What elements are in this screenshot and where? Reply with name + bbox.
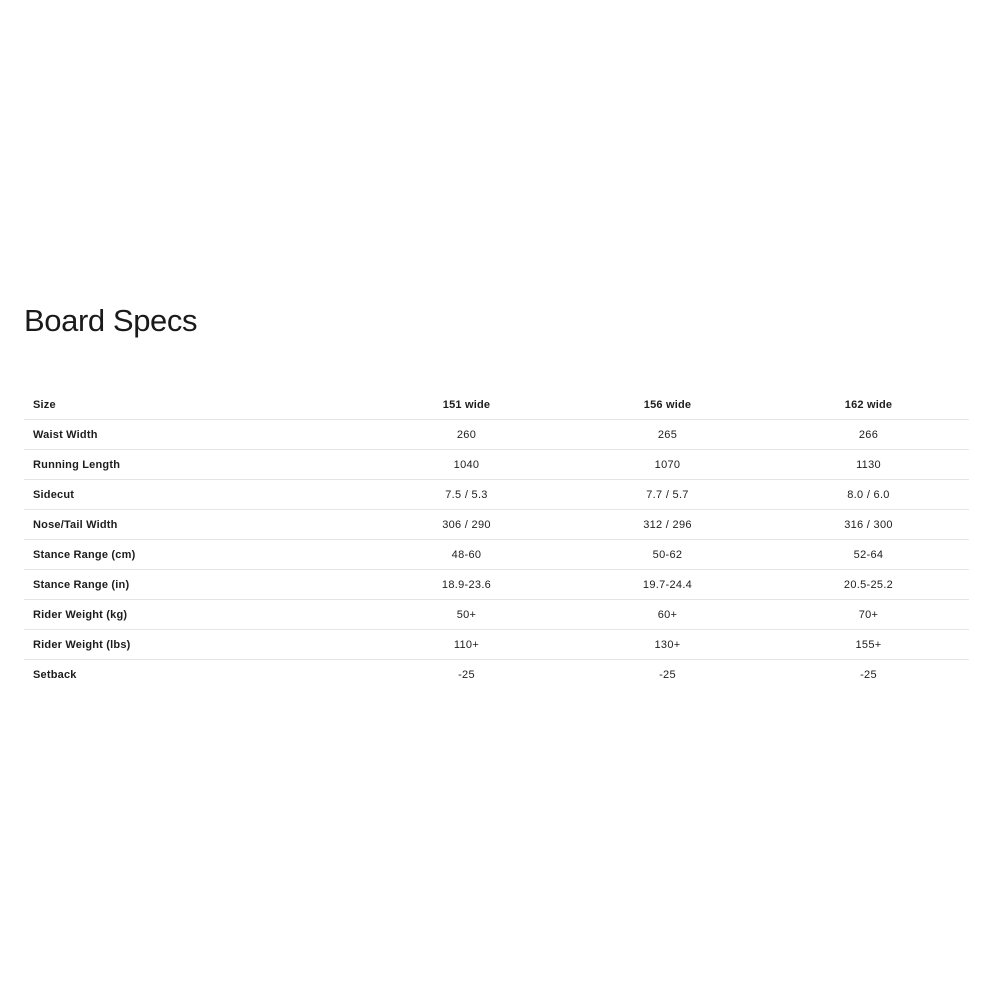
row-label: Waist Width bbox=[33, 428, 98, 441]
cell-value: 130+ bbox=[654, 638, 681, 651]
table-row-rider-weight-lbs: Rider Weight (lbs) 110+ 130+ 155+ bbox=[24, 630, 969, 660]
table-row-setback: Setback -25 -25 -25 bbox=[24, 660, 969, 690]
row-label: Rider Weight (lbs) bbox=[33, 638, 131, 651]
table-row-nose-tail-width: Nose/Tail Width 306 / 290 312 / 296 316 … bbox=[24, 510, 969, 540]
cell-value: -25 bbox=[458, 669, 475, 681]
cell-value: 1040 bbox=[453, 458, 480, 471]
table-row-rider-weight-kg: Rider Weight (kg) 50+ 60+ 70+ bbox=[24, 600, 969, 630]
row-label: Rider Weight (kg) bbox=[33, 608, 128, 621]
cell-value: 155+ bbox=[855, 638, 882, 651]
cell-value: -25 bbox=[860, 669, 877, 681]
cell-value: 306 / 290 bbox=[442, 518, 491, 531]
row-label: Setback bbox=[33, 669, 77, 681]
table-row-running-length: Running Length 1040 1070 1130 bbox=[24, 450, 969, 480]
cell-value: 7.7 / 5.7 bbox=[646, 488, 689, 501]
cell-value: 18.9-23.6 bbox=[441, 578, 492, 591]
cell-value: 52-64 bbox=[853, 548, 884, 561]
row-label: Running Length bbox=[33, 458, 121, 471]
table-row-sidecut: Sidecut 7.5 / 5.3 7.7 / 5.7 8.0 / 6.0 bbox=[24, 480, 969, 510]
row-label: Sidecut bbox=[33, 488, 75, 501]
page-title: Board Specs bbox=[24, 303, 198, 338]
cell-value: 70+ bbox=[858, 608, 879, 621]
column-header-162-wide: 162 wide bbox=[844, 398, 893, 411]
board-specs-table: Size 151 wide 156 wide 162 wide Waist Wi… bbox=[24, 390, 969, 690]
cell-value: 1070 bbox=[654, 458, 681, 471]
cell-value: -25 bbox=[659, 669, 676, 681]
cell-value: 60+ bbox=[657, 608, 678, 621]
column-header-151-wide: 151 wide bbox=[442, 398, 491, 411]
table-row-waist-width: Waist Width 260 265 266 bbox=[24, 420, 969, 450]
row-label: Stance Range (in) bbox=[33, 578, 130, 591]
cell-value: 19.7-24.4 bbox=[642, 578, 693, 591]
cell-value: 110+ bbox=[453, 638, 480, 651]
table-header-row: Size 151 wide 156 wide 162 wide bbox=[24, 390, 969, 420]
cell-value: 20.5-25.2 bbox=[843, 578, 894, 591]
cell-value: 266 bbox=[858, 428, 879, 441]
cell-value: 48-60 bbox=[451, 548, 482, 561]
table-row-stance-range-cm: Stance Range (cm) 48-60 50-62 52-64 bbox=[24, 540, 969, 570]
cell-value: 50-62 bbox=[652, 548, 683, 561]
cell-value: 8.0 / 6.0 bbox=[847, 488, 890, 501]
header-size-label: Size bbox=[33, 398, 56, 411]
cell-value: 50+ bbox=[456, 608, 477, 621]
cell-value: 265 bbox=[657, 428, 678, 441]
table-row-stance-range-in: Stance Range (in) 18.9-23.6 19.7-24.4 20… bbox=[24, 570, 969, 600]
cell-value: 260 bbox=[456, 428, 477, 441]
cell-value: 1130 bbox=[856, 458, 881, 471]
cell-value: 7.5 / 5.3 bbox=[445, 488, 488, 501]
row-label: Stance Range (cm) bbox=[33, 548, 136, 561]
cell-value: 312 / 296 bbox=[643, 518, 692, 531]
cell-value: 316 / 300 bbox=[844, 518, 893, 531]
row-label: Nose/Tail Width bbox=[33, 518, 118, 531]
column-header-156-wide: 156 wide bbox=[643, 398, 692, 411]
